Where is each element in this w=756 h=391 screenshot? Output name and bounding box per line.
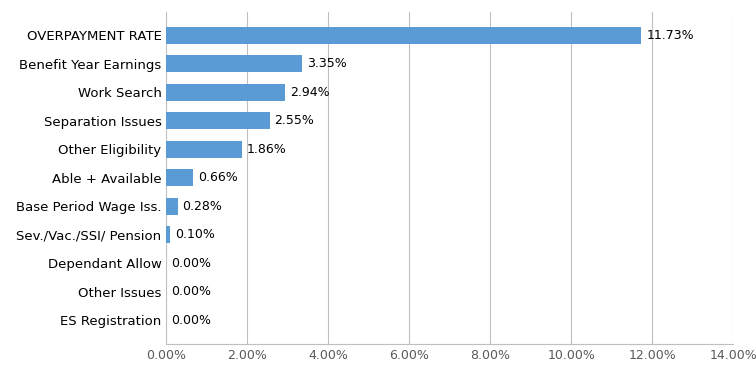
Text: 3.35%: 3.35%	[307, 57, 346, 70]
Bar	[166, 112, 270, 129]
Text: 0.10%: 0.10%	[175, 228, 215, 241]
Bar	[166, 169, 193, 187]
Text: 0.00%: 0.00%	[171, 257, 211, 270]
Bar	[166, 84, 285, 101]
Text: 0.28%: 0.28%	[182, 200, 222, 213]
Text: 0.00%: 0.00%	[171, 314, 211, 327]
Bar	[166, 27, 641, 44]
Text: 0.00%: 0.00%	[171, 285, 211, 298]
Text: 2.55%: 2.55%	[274, 115, 314, 127]
Bar	[166, 141, 242, 158]
Text: 2.94%: 2.94%	[290, 86, 330, 99]
Bar	[166, 56, 302, 72]
Bar	[166, 198, 178, 215]
Text: 11.73%: 11.73%	[646, 29, 694, 42]
Text: 0.66%: 0.66%	[198, 171, 237, 185]
Text: 1.86%: 1.86%	[246, 143, 287, 156]
Bar	[166, 226, 170, 244]
